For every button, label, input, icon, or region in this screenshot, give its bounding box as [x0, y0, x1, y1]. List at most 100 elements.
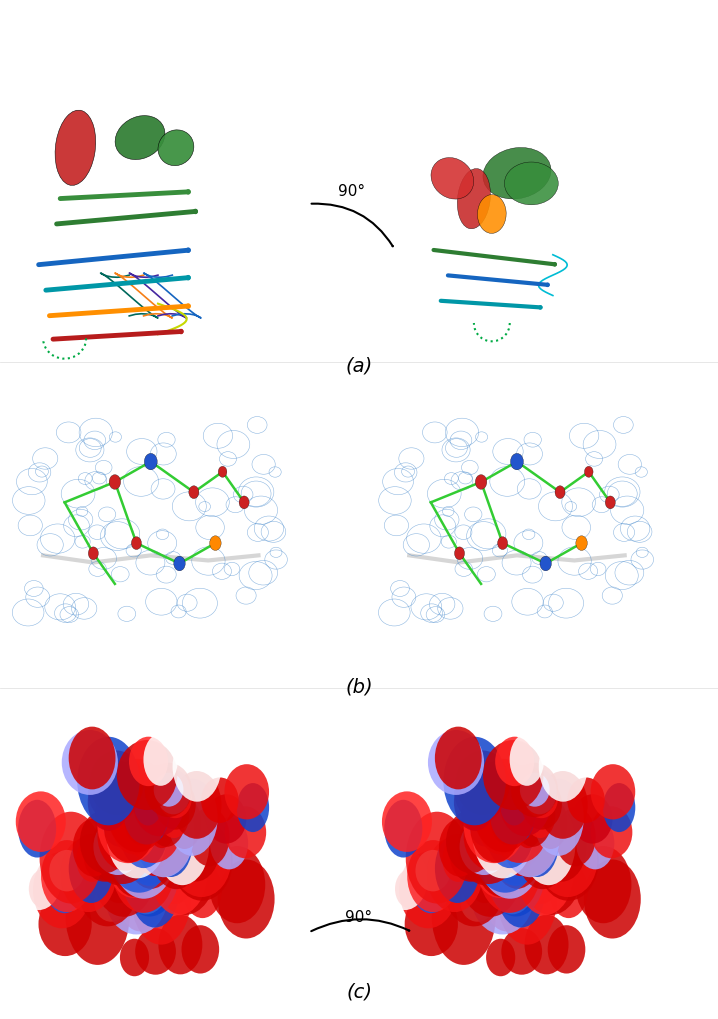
Ellipse shape: [456, 751, 510, 815]
Ellipse shape: [501, 828, 536, 869]
Ellipse shape: [524, 862, 557, 904]
Ellipse shape: [500, 790, 560, 877]
Ellipse shape: [435, 834, 480, 903]
Ellipse shape: [18, 800, 56, 858]
Ellipse shape: [475, 475, 487, 489]
Ellipse shape: [134, 837, 164, 877]
Ellipse shape: [103, 805, 137, 847]
Ellipse shape: [476, 824, 527, 897]
Ellipse shape: [426, 837, 482, 912]
Ellipse shape: [470, 805, 503, 847]
Ellipse shape: [513, 787, 552, 847]
Ellipse shape: [156, 769, 190, 814]
Ellipse shape: [77, 847, 138, 926]
Ellipse shape: [134, 817, 177, 876]
Ellipse shape: [133, 817, 169, 865]
Ellipse shape: [154, 772, 183, 807]
Ellipse shape: [555, 486, 565, 498]
Ellipse shape: [159, 779, 192, 818]
Ellipse shape: [495, 829, 534, 888]
Ellipse shape: [189, 807, 230, 866]
Ellipse shape: [605, 496, 615, 508]
Ellipse shape: [454, 547, 465, 559]
Ellipse shape: [218, 859, 274, 938]
Ellipse shape: [62, 730, 118, 795]
Ellipse shape: [149, 806, 203, 890]
Ellipse shape: [149, 807, 175, 848]
Ellipse shape: [96, 886, 123, 920]
Ellipse shape: [416, 850, 451, 892]
Ellipse shape: [395, 869, 424, 908]
Ellipse shape: [503, 823, 549, 881]
Ellipse shape: [124, 787, 169, 845]
Ellipse shape: [139, 827, 174, 869]
Ellipse shape: [603, 783, 635, 833]
Ellipse shape: [145, 763, 192, 817]
Ellipse shape: [515, 807, 541, 848]
Ellipse shape: [488, 884, 526, 931]
Ellipse shape: [134, 790, 194, 877]
Ellipse shape: [182, 925, 219, 973]
Ellipse shape: [458, 810, 519, 884]
Ellipse shape: [575, 846, 631, 923]
Ellipse shape: [591, 764, 635, 819]
Ellipse shape: [76, 837, 108, 881]
Ellipse shape: [225, 806, 266, 858]
Ellipse shape: [443, 847, 504, 926]
Ellipse shape: [133, 765, 185, 836]
Ellipse shape: [123, 820, 178, 883]
Ellipse shape: [69, 727, 116, 790]
Ellipse shape: [511, 819, 542, 863]
Ellipse shape: [109, 834, 157, 898]
Ellipse shape: [126, 818, 173, 886]
Ellipse shape: [555, 807, 596, 866]
Ellipse shape: [131, 854, 191, 945]
Ellipse shape: [491, 795, 548, 863]
Ellipse shape: [428, 730, 484, 795]
Ellipse shape: [457, 168, 490, 229]
Ellipse shape: [112, 815, 155, 864]
Ellipse shape: [483, 740, 544, 810]
Ellipse shape: [521, 829, 582, 915]
Ellipse shape: [501, 814, 541, 868]
Ellipse shape: [490, 797, 526, 846]
Ellipse shape: [120, 938, 149, 976]
Text: 90°: 90°: [338, 183, 365, 199]
Ellipse shape: [88, 773, 130, 830]
Ellipse shape: [182, 858, 210, 895]
Text: (a): (a): [345, 357, 373, 376]
Ellipse shape: [498, 863, 537, 913]
Ellipse shape: [84, 830, 125, 881]
Ellipse shape: [382, 792, 432, 852]
Ellipse shape: [567, 777, 605, 823]
Ellipse shape: [16, 849, 62, 910]
Ellipse shape: [477, 806, 542, 899]
Ellipse shape: [109, 475, 121, 489]
Ellipse shape: [29, 869, 58, 908]
Ellipse shape: [442, 917, 470, 949]
Ellipse shape: [576, 817, 615, 869]
Ellipse shape: [464, 787, 525, 863]
Ellipse shape: [473, 807, 538, 893]
Ellipse shape: [95, 795, 126, 830]
Ellipse shape: [209, 846, 265, 923]
Ellipse shape: [460, 818, 508, 875]
Ellipse shape: [406, 812, 468, 904]
Ellipse shape: [576, 536, 587, 550]
Ellipse shape: [201, 777, 238, 823]
Ellipse shape: [90, 751, 144, 815]
Ellipse shape: [497, 852, 546, 927]
Ellipse shape: [107, 807, 172, 893]
Ellipse shape: [206, 794, 246, 844]
Ellipse shape: [80, 810, 129, 873]
Ellipse shape: [548, 925, 585, 973]
Ellipse shape: [498, 537, 508, 549]
Ellipse shape: [499, 765, 551, 836]
Ellipse shape: [55, 110, 95, 185]
Ellipse shape: [521, 803, 576, 886]
Ellipse shape: [105, 859, 167, 934]
Ellipse shape: [136, 823, 183, 881]
Ellipse shape: [584, 467, 593, 477]
Ellipse shape: [431, 158, 474, 199]
Ellipse shape: [486, 938, 516, 976]
